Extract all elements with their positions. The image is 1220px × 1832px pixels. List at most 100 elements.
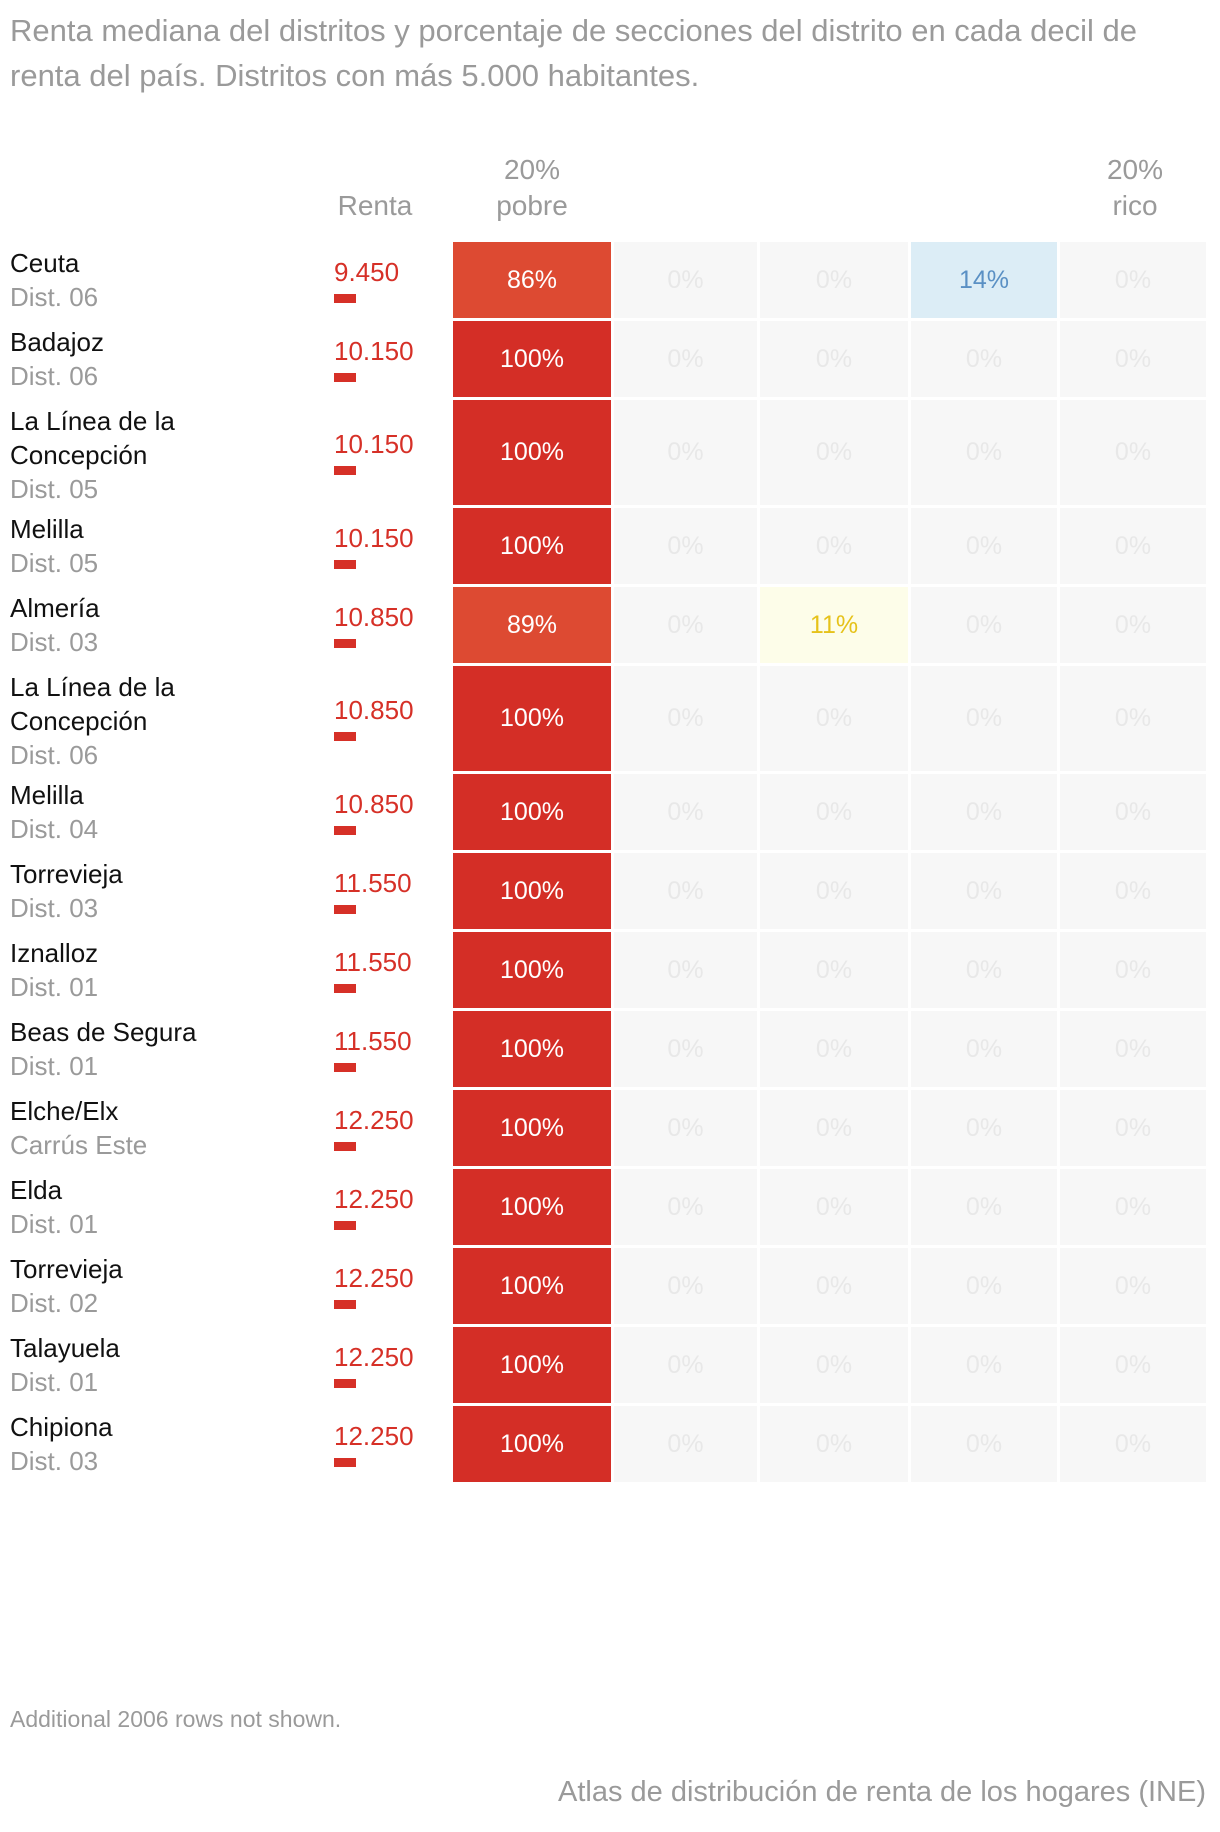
municipality-name: Beas de Segura: [10, 1017, 197, 1047]
decile-cell: 0%: [911, 587, 1057, 663]
decile-cell: 0%: [614, 932, 757, 1008]
decile-cell: 0%: [911, 1169, 1057, 1245]
district-label: Torrevieja Dist. 03: [10, 857, 310, 925]
renta-value: 10.850: [334, 788, 414, 819]
rows-not-shown-note: Additional 2006 rows not shown.: [10, 1706, 342, 1732]
decile-cell: 0%: [1060, 1169, 1206, 1245]
decile-cell: 0%: [1060, 1406, 1206, 1482]
renta-bar: [334, 904, 356, 914]
decile-cell: 0%: [911, 932, 1057, 1008]
district-name: Dist. 01: [10, 972, 99, 1002]
renta-bar: [334, 1378, 356, 1388]
decile-cell: 0%: [1060, 666, 1206, 771]
renta-bar: [334, 1299, 356, 1309]
district-name: Dist. 01: [10, 1051, 99, 1081]
decile-cell: 100%: [453, 508, 611, 584]
renta-value: 12.250: [334, 1183, 414, 1214]
decile-cell: 0%: [911, 666, 1057, 771]
chart-title: Renta mediana del distritos y porcentaje…: [10, 13, 1137, 93]
table-row: Torrevieja Dist. 02 12.250 100% 0% 0% 0% 0%: [0, 1248, 1220, 1327]
decile-cell: 0%: [614, 321, 757, 397]
district-name: Dist. 02: [10, 1288, 99, 1318]
district-label: Badajoz Dist. 06: [10, 325, 310, 393]
decile-cell: 100%: [453, 666, 611, 771]
district-name: Dist. 05: [10, 548, 99, 578]
decile-cell: 0%: [760, 400, 908, 505]
decile-cell: 0%: [614, 1248, 757, 1324]
renta-bar: [334, 559, 356, 569]
district-label: Torrevieja Dist. 02: [10, 1252, 310, 1320]
district-name: Dist. 06: [10, 740, 99, 770]
renta-bar: [334, 1141, 356, 1151]
renta-column-header: Renta: [337, 190, 413, 221]
municipality-name: Elda: [10, 1175, 63, 1205]
district-label: Melilla Dist. 05: [10, 512, 310, 580]
table-row: Melilla Dist. 04 10.850 100% 0% 0% 0% 0%: [0, 774, 1220, 853]
decile-cell: 0%: [1060, 242, 1206, 318]
decile-cell: 100%: [453, 853, 611, 929]
decile-cell: 0%: [760, 321, 908, 397]
decile-cell: 100%: [453, 1327, 611, 1403]
municipality-name: Badajoz: [10, 327, 104, 357]
table-row: Badajoz Dist. 06 10.150 100% 0% 0% 0% 0%: [0, 321, 1220, 400]
district-name: Dist. 06: [10, 361, 99, 391]
renta-value: 10.850: [334, 695, 414, 725]
district-name: Carrús Este: [10, 1130, 148, 1160]
municipality-name: La Línea de la Concepción: [10, 406, 175, 470]
decile-cell: 0%: [1060, 321, 1206, 397]
decile-cell: 0%: [760, 666, 908, 771]
district-label: Ceuta Dist. 06: [10, 246, 310, 314]
decile-cell: 89%: [453, 587, 611, 663]
decile-cell: 86%: [453, 242, 611, 318]
table-row: La Línea de la Concepción Dist. 05 10.150 1…: [0, 400, 1220, 508]
decile-cell: 0%: [911, 774, 1057, 850]
decile-cell: 100%: [453, 1011, 611, 1087]
decile-cell: 0%: [1060, 774, 1206, 850]
renta-bar: [334, 638, 356, 648]
decile-cell: 0%: [614, 853, 757, 929]
richest-column-header: 20% rico: [1106, 154, 1164, 221]
decile-cell: 0%: [1060, 1248, 1206, 1324]
table-row: Chipiona Dist. 03 12.250 100% 0% 0% 0% 0%: [0, 1406, 1220, 1485]
decile-cell: 0%: [760, 932, 908, 1008]
decile-cell: 100%: [453, 932, 611, 1008]
renta-value: 10.150: [334, 429, 414, 459]
renta-value: 11.550: [334, 867, 412, 898]
decile-cell: 0%: [614, 1406, 757, 1482]
municipality-name: Ceuta: [10, 248, 80, 278]
district-label: Almería Dist. 03: [10, 591, 310, 659]
district-name: Dist. 01: [10, 1367, 99, 1397]
table-row: Beas de Segura Dist. 01 11.550 100% 0% 0% 0% 0%: [0, 1011, 1220, 1090]
renta-bar: [334, 1220, 356, 1230]
municipality-name: Melilla: [10, 780, 84, 810]
renta-bar: [334, 825, 356, 835]
decile-cell: 11%: [760, 587, 908, 663]
table-row: Melilla Dist. 05 10.150 100% 0% 0% 0% 0%: [0, 508, 1220, 587]
decile-cell: 0%: [1060, 1090, 1206, 1166]
district-name: Dist. 04: [10, 814, 99, 844]
renta-bar: [334, 983, 356, 993]
decile-cell: 0%: [614, 1090, 757, 1166]
district-name: Dist. 05: [10, 474, 99, 504]
table-row: Elche/Elx Carrús Este 12.250 100% 0% 0% 0% 0%: [0, 1090, 1220, 1169]
decile-cell: 0%: [1060, 1327, 1206, 1403]
district-label: Melilla Dist. 04: [10, 778, 310, 846]
decile-cell: 0%: [1060, 853, 1206, 929]
district-label: Talayuela Dist. 01: [10, 1331, 310, 1399]
decile-cell: 0%: [614, 242, 757, 318]
renta-bar: [334, 466, 356, 475]
municipality-name: Talayuela: [10, 1333, 120, 1363]
decile-cell: 0%: [1060, 1011, 1206, 1087]
renta-value: 11.550: [334, 1025, 412, 1056]
decile-cell: 0%: [911, 1327, 1057, 1403]
table-row: Iznalloz Dist. 01 11.550 100% 0% 0% 0% 0%: [0, 932, 1220, 1011]
municipality-name: Chipiona: [10, 1412, 113, 1442]
decile-cell: 0%: [1060, 587, 1206, 663]
decile-cell: 0%: [760, 242, 908, 318]
decile-cell: 0%: [911, 1011, 1057, 1087]
decile-cell: 0%: [1060, 932, 1206, 1008]
district-label: La Línea de la Concepción Dist. 05: [10, 404, 310, 506]
table-row: Elda Dist. 01 12.250 100% 0% 0% 0% 0%: [0, 1169, 1220, 1248]
decile-cell: 100%: [453, 400, 611, 505]
decile-cell: 0%: [760, 1011, 908, 1087]
